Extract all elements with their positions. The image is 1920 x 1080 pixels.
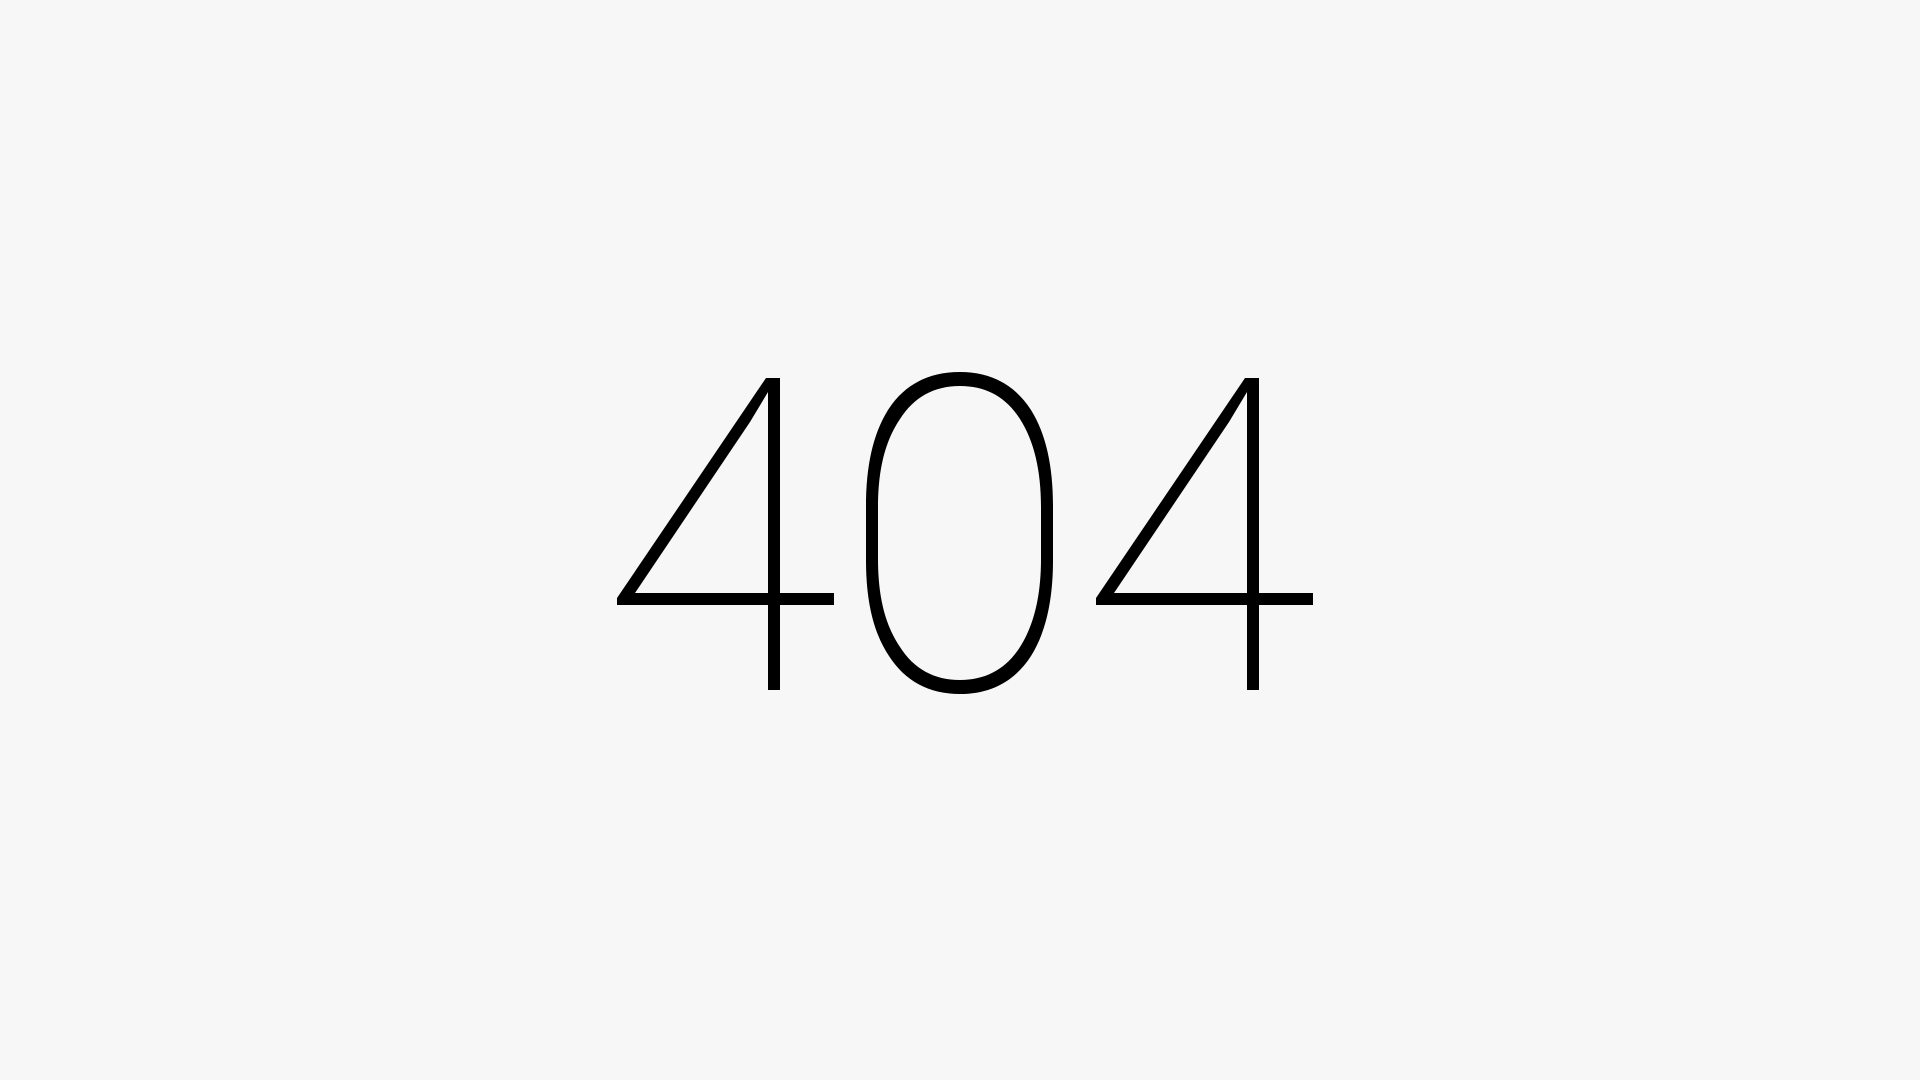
error-digit-second-4 — [1096, 378, 1313, 690]
error-digit-first-4 — [617, 378, 834, 690]
error-digit-0 — [866, 372, 1053, 694]
